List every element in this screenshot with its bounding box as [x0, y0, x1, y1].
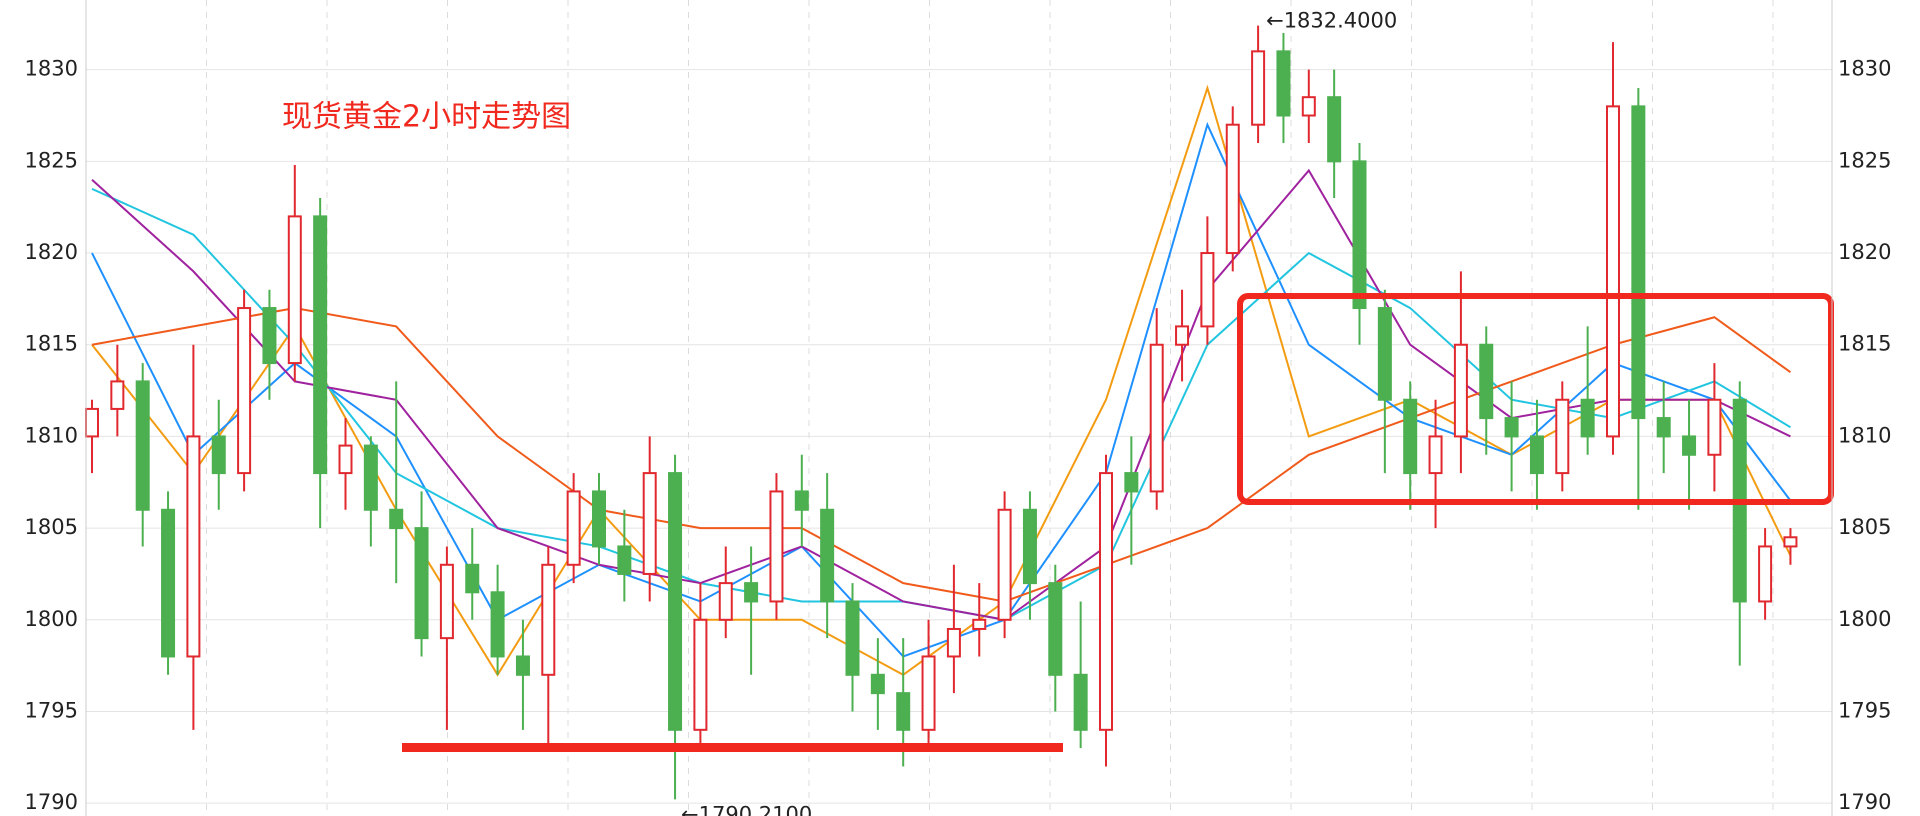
candle-body — [617, 545, 632, 575]
candle-body — [693, 618, 708, 731]
candle-body — [1504, 417, 1519, 438]
candle-body — [1783, 536, 1798, 548]
candle-body — [845, 600, 860, 676]
candle-body — [997, 508, 1012, 621]
candle-body — [338, 444, 353, 475]
y-tick-label-right: 1825 — [1838, 148, 1891, 172]
candle-body — [1124, 472, 1139, 493]
candle-body — [566, 490, 581, 566]
candle-body — [1048, 582, 1063, 676]
candle-body — [1682, 435, 1697, 456]
candle-body — [1529, 435, 1544, 475]
candle-body — [1631, 105, 1646, 420]
y-tick-label-right: 1810 — [1838, 423, 1891, 447]
y-tick-label: 1815 — [25, 332, 78, 356]
candle-body — [794, 490, 809, 511]
y-tick-label: 1825 — [25, 148, 78, 172]
candle-body — [1251, 50, 1266, 126]
candle-body — [1428, 435, 1443, 475]
annotation: ←1832.4000 — [1266, 9, 1397, 33]
candle-body — [668, 472, 683, 731]
candle-body — [1327, 96, 1342, 163]
candle-body — [1403, 398, 1418, 475]
candle-body — [85, 407, 99, 438]
candle-body — [1225, 123, 1240, 255]
candle-body — [1175, 325, 1190, 346]
candle-body — [1073, 673, 1088, 731]
y-tick-label-right: 1795 — [1838, 698, 1891, 722]
y-tick-label: 1795 — [25, 698, 78, 722]
annotation: ←1790.2100 — [681, 802, 812, 816]
highlight-box — [1237, 293, 1834, 505]
candle-body — [1276, 50, 1291, 117]
ma-line — [91, 168, 1791, 621]
candle-body — [490, 591, 505, 658]
candle-body — [896, 692, 911, 731]
candle-body — [744, 582, 759, 603]
y-tick-label: 1790 — [25, 790, 78, 814]
ma-line — [91, 84, 1792, 677]
candle-body — [1580, 398, 1595, 438]
y-tick-label-right: 1805 — [1838, 515, 1891, 539]
candle-body — [1479, 343, 1494, 420]
y-tick-label: 1810 — [25, 423, 78, 447]
candle-body — [1707, 398, 1722, 456]
candle-body — [718, 582, 733, 621]
y-tick-label-right: 1800 — [1838, 607, 1891, 631]
y-tick-label-right: 1820 — [1838, 240, 1891, 264]
candle-body — [1453, 343, 1468, 438]
candle-body — [414, 527, 429, 640]
candle-body — [161, 508, 176, 658]
candle-body — [769, 490, 784, 603]
candle-body — [465, 563, 480, 594]
candle-body — [642, 472, 657, 575]
y-tick-label: 1820 — [25, 240, 78, 264]
candle-body — [972, 618, 987, 630]
candle-body — [1200, 252, 1215, 328]
candle-body — [389, 508, 404, 530]
candle-body — [287, 215, 302, 365]
candle-body — [1149, 343, 1164, 493]
candle-body — [515, 655, 530, 676]
candle-body — [1099, 472, 1113, 731]
grid — [85, 0, 1832, 816]
y-tick-label-right: 1830 — [1838, 57, 1891, 81]
candle-body — [211, 435, 226, 475]
candle-body — [110, 380, 125, 410]
ma-lines — [91, 84, 1792, 677]
candle-body — [541, 563, 556, 676]
candle-body — [1352, 160, 1367, 310]
y-tick-label: 1830 — [25, 57, 78, 81]
y-tick-label-right: 1815 — [1838, 332, 1891, 356]
y-tick-label: 1800 — [25, 607, 78, 631]
candle-body — [1656, 417, 1671, 438]
candle-body — [439, 563, 454, 640]
candle-body — [946, 627, 961, 658]
candle-body — [921, 655, 936, 731]
candle-body — [592, 490, 606, 548]
candle-body — [262, 307, 277, 365]
candle-body — [1301, 96, 1316, 117]
candle-body — [135, 380, 150, 511]
candle-body — [1377, 307, 1392, 401]
y-tick-label: 1805 — [25, 515, 78, 539]
candle-body — [1555, 398, 1570, 475]
candle-body — [313, 215, 328, 475]
y-tick-label-right: 1790 — [1838, 790, 1891, 814]
candle-body — [186, 435, 201, 658]
candle-body — [1022, 508, 1037, 585]
candle-body — [363, 444, 378, 511]
chart-title: 现货黄金2小时走势图 — [282, 100, 571, 135]
candle-body — [1758, 545, 1773, 603]
candle-body — [1606, 105, 1620, 438]
support-line — [402, 743, 1063, 752]
candle-body — [870, 673, 885, 695]
candle-body — [237, 307, 252, 475]
candles — [85, 25, 1798, 800]
candle-body — [820, 508, 835, 603]
